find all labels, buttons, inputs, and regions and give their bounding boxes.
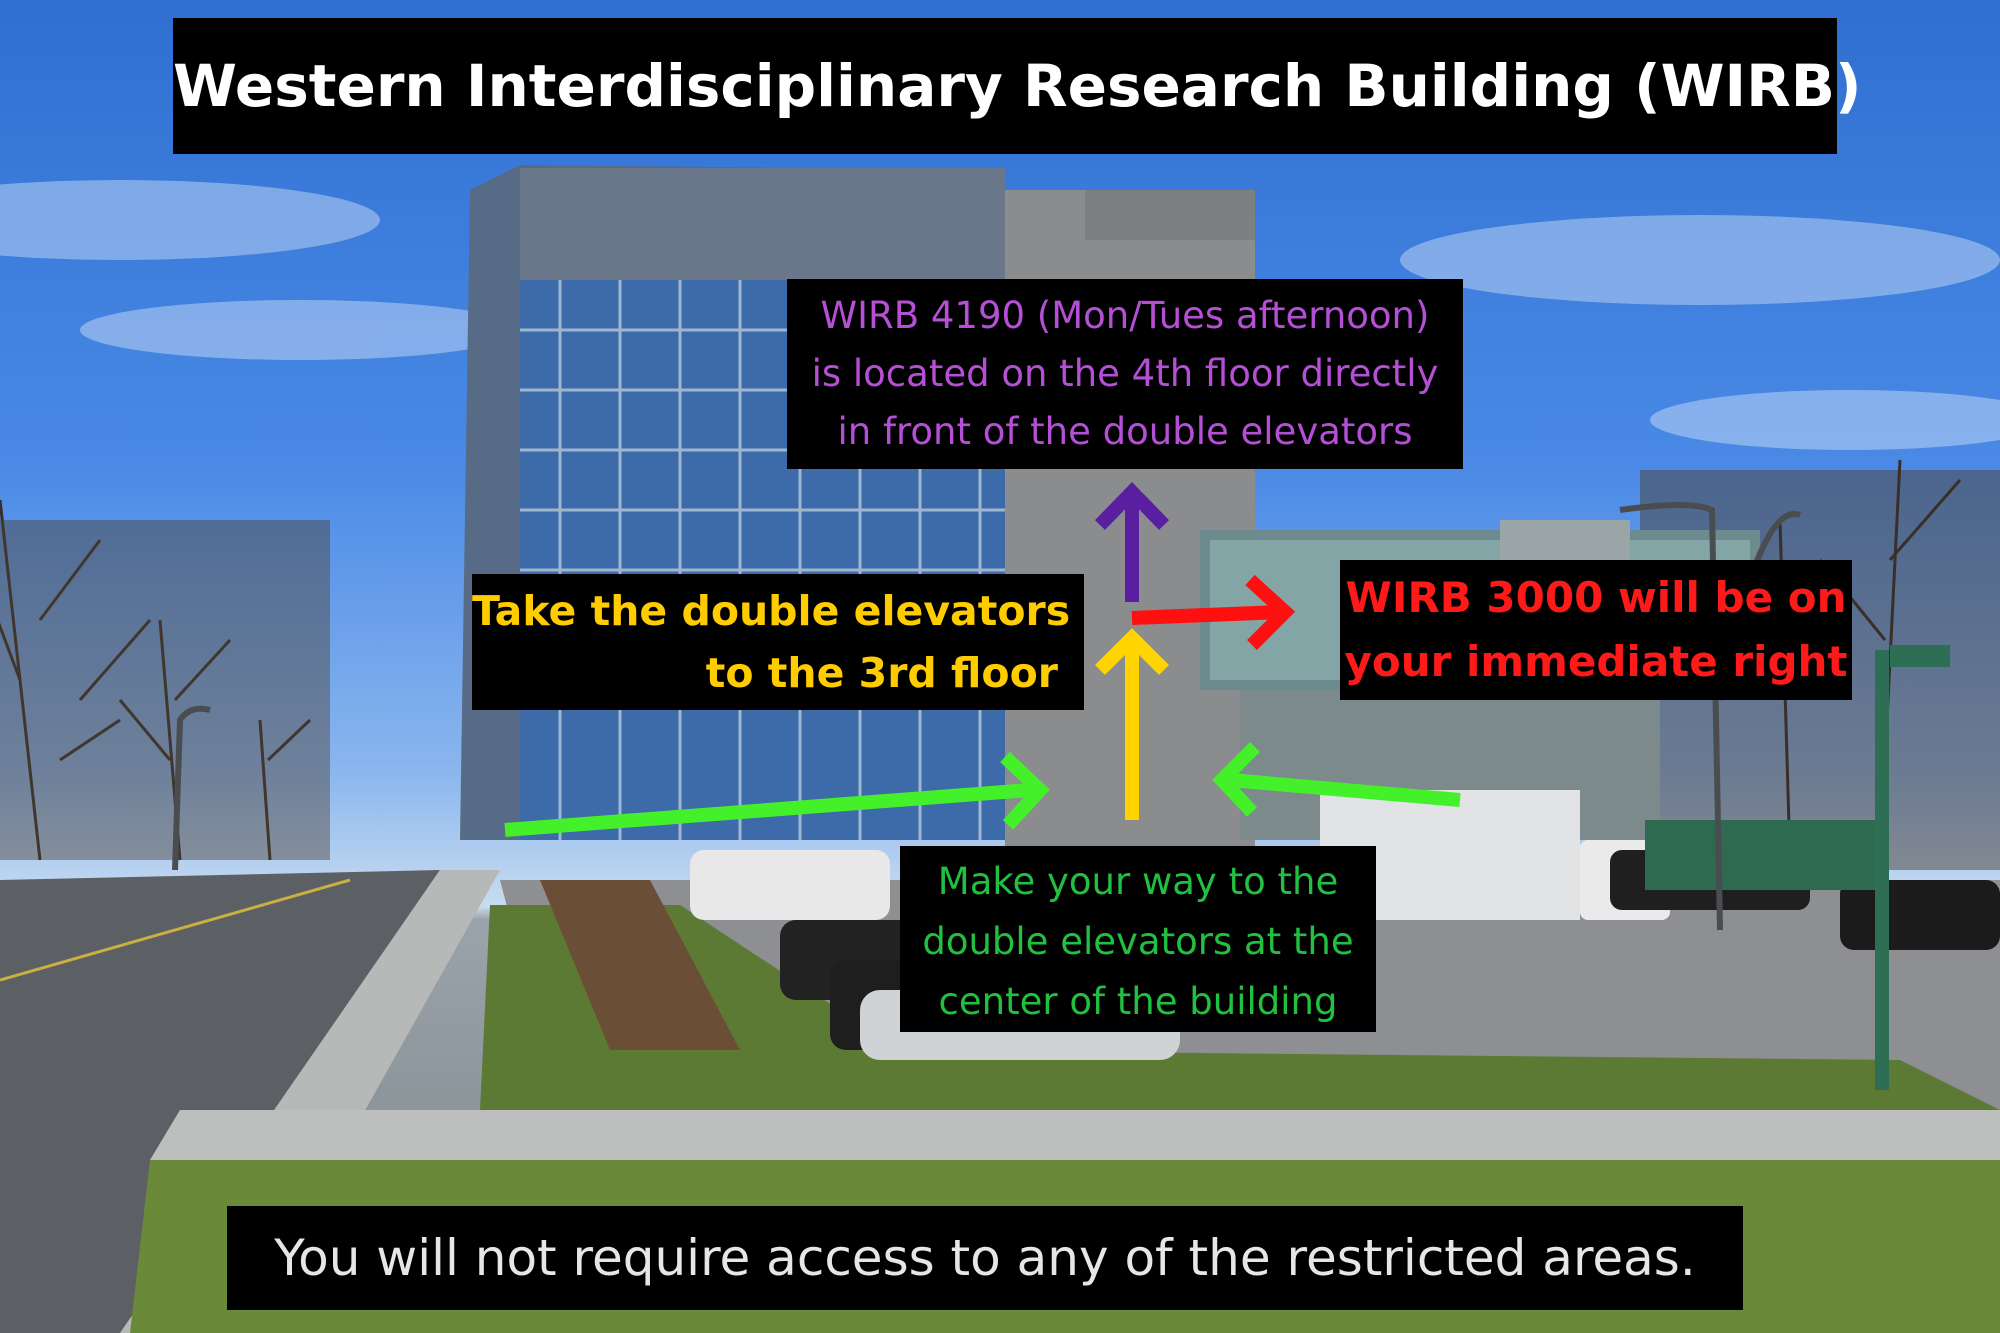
- page-title: Western Interdisciplinary Research Build…: [173, 18, 1862, 154]
- road-center-line: [0, 878, 351, 982]
- floor4-note-line-3: in front of the double elevators: [837, 410, 1413, 453]
- trees-left: [0, 499, 312, 861]
- room3000-note-line-2: your immediate right: [1344, 637, 1848, 686]
- entrance-note-line-3: center of the building: [938, 980, 1338, 1023]
- entrance-note-line-1: Make your way to the: [937, 860, 1339, 903]
- concrete-core-upper: [1085, 190, 1255, 240]
- elevator-note-line-2: to the 3rd floor: [705, 649, 1058, 697]
- sidewalk-cross: [150, 1110, 2000, 1160]
- elevator-note: Take the double elevators to the 3rd flo…: [472, 574, 1084, 710]
- building-top-band: [520, 168, 1005, 280]
- clouds: [0, 180, 2000, 450]
- mulch-bed: [540, 880, 740, 1050]
- floor4-note: WIRB 4190 (Mon/Tues afternoon) is locate…: [787, 279, 1463, 469]
- yellow-arrow-up: [1095, 628, 1169, 820]
- green-arrow-right: [1212, 742, 1461, 817]
- floor4-note-line-2: is located on the 4th floor directly: [811, 352, 1439, 395]
- footer-note: You will not require access to any of th…: [227, 1206, 1743, 1310]
- entrance-note-line-2: double elevators at the: [922, 920, 1354, 963]
- tree-canopy-left: [0, 520, 330, 860]
- floor4-note-line-1: WIRB 4190 (Mon/Tues afternoon): [820, 294, 1430, 337]
- green-sign-post: [1875, 650, 1889, 1090]
- elevator-note-line-1: Take the double elevators: [472, 587, 1071, 635]
- green-arrow-left: [504, 751, 1050, 837]
- purple-arrow-up: [1094, 481, 1170, 602]
- room3000-note-line-1: WIRB 3000 will be on: [1345, 573, 1847, 622]
- parked-vehicles: [690, 790, 2000, 1060]
- grass-median: [480, 905, 2000, 1110]
- entrance-note: Make your way to the double elevators at…: [900, 846, 1376, 1032]
- red-arrow-right: [1131, 574, 1296, 650]
- road: [0, 870, 440, 1333]
- room3000-note: WIRB 3000 will be on your immediate righ…: [1340, 560, 1852, 700]
- green-sign-head: [1890, 645, 1950, 667]
